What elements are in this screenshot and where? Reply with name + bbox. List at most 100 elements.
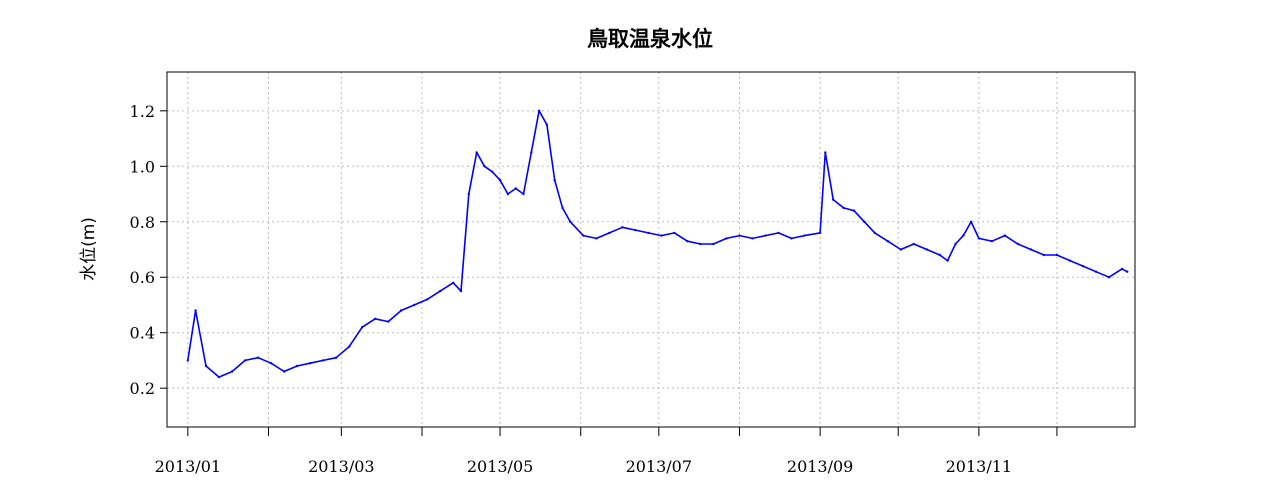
data-point	[873, 231, 876, 235]
data-point	[491, 170, 494, 173]
data-point	[269, 362, 273, 365]
data-point	[621, 226, 624, 229]
y-axis: 0.2 0.4 0.6 0.8 1.0 1.2	[130, 102, 167, 398]
data-point	[595, 237, 598, 240]
data-point	[852, 209, 856, 212]
data-point	[569, 220, 572, 223]
data-point	[204, 364, 208, 368]
data-point	[647, 231, 650, 235]
chart-title: 鳥取温泉水位	[587, 27, 713, 51]
x-tick-label: 2013/01	[155, 457, 221, 476]
data-point	[725, 237, 728, 240]
x-tick-label: 2013/11	[946, 457, 1012, 476]
data-point	[230, 370, 234, 373]
data-point	[673, 231, 676, 235]
data-point	[990, 240, 994, 243]
data-point	[738, 234, 741, 237]
y-tick-label: 0.2	[130, 379, 155, 398]
data-point	[699, 242, 702, 246]
data-point	[217, 375, 221, 379]
x-axis: 2013/01 2013/03 2013/05 2013/07 2013/09 2013/…	[155, 427, 1058, 476]
data-point	[498, 179, 502, 182]
data-point	[459, 289, 463, 293]
data-point	[608, 231, 611, 235]
data-point	[506, 192, 510, 196]
data-point	[1029, 248, 1033, 251]
data-point	[832, 198, 835, 201]
x-tick-label: 2013/09	[787, 457, 853, 476]
data-point	[842, 206, 845, 210]
data-point	[374, 317, 377, 320]
data-point	[803, 234, 806, 237]
data-point	[790, 237, 793, 240]
data-point	[413, 303, 416, 307]
data-point	[334, 356, 338, 359]
x-tick-label: 2013/03	[308, 457, 374, 476]
data-point	[561, 206, 564, 210]
data-point	[969, 220, 973, 223]
gridlines	[167, 72, 1135, 427]
data-point	[1126, 270, 1129, 273]
data-point	[582, 234, 585, 237]
data-point	[1120, 267, 1124, 271]
y-axis-label: 水位(m)	[79, 217, 99, 281]
data-point	[243, 359, 247, 362]
data-point	[475, 151, 478, 154]
series-layer	[186, 109, 1129, 379]
data-point	[361, 326, 364, 329]
data-point	[282, 370, 286, 373]
y-tick-label: 0.8	[130, 213, 155, 232]
data-point	[946, 259, 949, 262]
data-point	[514, 187, 517, 190]
data-point	[863, 220, 866, 223]
data-point	[1016, 242, 1020, 246]
data-point	[530, 151, 533, 154]
data-point	[1094, 270, 1098, 273]
data-point	[886, 240, 889, 243]
data-point	[308, 362, 312, 365]
data-point	[1107, 276, 1111, 279]
data-point	[295, 364, 299, 368]
water-level-line	[187, 110, 1128, 378]
data-point	[1055, 253, 1059, 257]
data-point	[938, 253, 941, 257]
data-point	[634, 228, 637, 232]
data-point	[467, 192, 470, 196]
data-point	[426, 298, 429, 301]
data-point	[1081, 264, 1085, 268]
y-tick-label: 0.6	[130, 268, 155, 287]
x-tick-label: 2013/05	[467, 457, 533, 476]
data-point	[321, 359, 325, 362]
data-point	[686, 240, 689, 243]
data-point	[818, 231, 822, 235]
data-point	[899, 248, 902, 251]
y-tick-label: 1.0	[130, 157, 155, 176]
data-point	[751, 237, 754, 240]
data-point	[712, 242, 715, 246]
data-point	[348, 345, 351, 348]
data-point	[1003, 234, 1007, 237]
data-point	[256, 356, 260, 359]
data-point	[912, 242, 915, 246]
data-point	[194, 309, 197, 312]
data-point	[764, 234, 767, 237]
data-point	[1068, 259, 1072, 262]
data-point	[553, 179, 556, 182]
data-point	[537, 109, 541, 113]
data-point	[824, 151, 827, 154]
data-point	[777, 231, 780, 235]
data-point	[439, 289, 442, 293]
data-point	[400, 309, 403, 312]
data-point	[483, 165, 486, 168]
data-point	[186, 359, 189, 362]
data-point	[452, 281, 455, 284]
data-point	[977, 237, 981, 240]
data-point	[545, 123, 549, 126]
data-point	[1042, 253, 1046, 257]
data-point	[954, 242, 957, 246]
data-point	[925, 248, 928, 251]
x-tick-label: 2013/07	[626, 457, 692, 476]
y-tick-label: 1.2	[130, 102, 155, 121]
data-point	[522, 192, 525, 196]
